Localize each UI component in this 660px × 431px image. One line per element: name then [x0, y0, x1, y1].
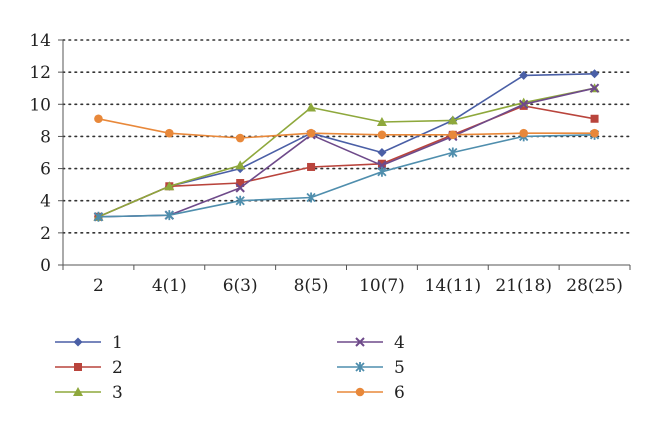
y-tick-label: 0 [40, 256, 51, 276]
series-3 [93, 83, 600, 221]
data-point-3-1 [164, 181, 175, 191]
data-point-5-4 [377, 166, 387, 177]
series-line-1 [98, 73, 595, 218]
data-point-3-5 [447, 115, 458, 125]
x-tick-label: 10(7) [359, 276, 405, 296]
series-line-2 [98, 105, 595, 218]
data-point-4-6 [518, 99, 529, 109]
legend-label: 3 [112, 383, 123, 403]
legend-item-4: 4 [337, 333, 405, 353]
data-point-1-4 [377, 148, 387, 157]
x-tick-label: 4(1) [152, 276, 187, 296]
legend-item-2: 2 [55, 358, 123, 378]
y-tick-label: 6 [40, 160, 51, 180]
data-point-6-7 [590, 128, 599, 138]
data-point-5-1 [164, 210, 174, 221]
data-point-2-2 [236, 179, 245, 188]
x-tick-label: 21(18) [495, 276, 552, 296]
data-point-6-1 [165, 128, 174, 138]
legend-marker [355, 362, 365, 372]
legend-item-5: 5 [337, 358, 405, 378]
series-2 [94, 101, 599, 221]
legend-marker [73, 337, 83, 347]
y-tick-label: 8 [40, 127, 51, 147]
series-line-6 [98, 118, 595, 139]
x-tick-label: 6(3) [223, 276, 258, 296]
series-line-3 [98, 87, 595, 218]
data-point-6-6 [519, 128, 528, 138]
data-point-2-7 [590, 114, 599, 123]
legend-item-6: 6 [337, 383, 405, 403]
legend-marker [355, 387, 365, 397]
data-point-5-0 [93, 211, 104, 222]
data-point-6-0 [94, 114, 103, 124]
y-tick-label: 12 [29, 63, 51, 83]
x-tick-label: 28(25) [566, 276, 623, 296]
legend: 1 2 3 4 5 6 [55, 333, 405, 403]
legend-marker [355, 337, 365, 347]
data-point-6-5 [448, 130, 458, 140]
data-point-5-3 [306, 192, 316, 203]
series-line-5 [98, 134, 595, 218]
grid-layer [62, 39, 631, 234]
y-tick-label: 10 [29, 95, 51, 115]
data-point-1-7 [590, 69, 600, 79]
data-point-4-2 [235, 183, 245, 193]
legend-label: 6 [394, 383, 405, 403]
legend-label: 1 [112, 333, 123, 353]
data-point-2-4 [377, 159, 386, 168]
data-point-6-4 [377, 130, 387, 140]
legend-label: 5 [394, 358, 405, 378]
data-point-5-2 [235, 195, 245, 206]
series-layer [93, 69, 600, 222]
legend-label: 2 [112, 358, 123, 378]
axis-layer: 0 2 4 6 8 10 12 14 2 4(1) 6(3) 8(5) 10(7) 14(11) 21(18… [29, 31, 631, 296]
x-tick-label: 8(5) [294, 276, 329, 296]
data-point-4-7 [589, 83, 600, 93]
legend-item-3: 3 [55, 383, 123, 403]
legend-marker [74, 363, 82, 371]
series-6 [94, 114, 599, 143]
x-tick-label: 14(11) [425, 276, 482, 296]
y-tick-label: 4 [40, 192, 51, 212]
data-point-6-2 [235, 133, 245, 143]
data-point-1-6 [519, 70, 529, 80]
series-1 [93, 69, 600, 222]
legend-marker [73, 387, 83, 396]
y-tick-label: 2 [40, 224, 51, 244]
data-point-2-3 [307, 162, 316, 171]
y-tick-label: 14 [29, 31, 51, 51]
legend-item-1: 1 [55, 333, 123, 353]
data-point-3-2 [235, 160, 246, 170]
legend-label: 4 [394, 333, 405, 353]
data-point-3-3 [306, 102, 317, 112]
data-point-6-3 [306, 128, 316, 138]
x-tick-label: 2 [93, 276, 104, 296]
series-line-4 [98, 87, 595, 218]
data-point-3-4 [376, 116, 387, 126]
data-point-5-5 [448, 147, 458, 158]
